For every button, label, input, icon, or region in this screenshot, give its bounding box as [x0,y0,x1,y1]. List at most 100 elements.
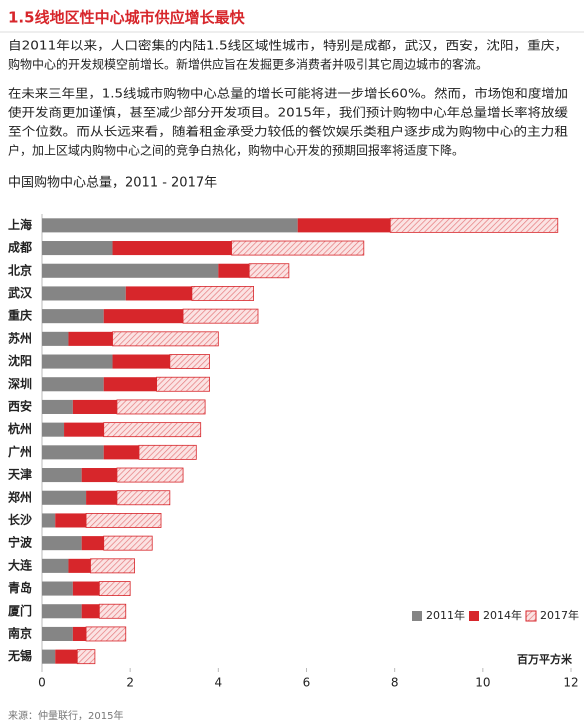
bar-segment [42,490,87,505]
y-tick-label: 深圳 [8,376,32,391]
bar-segment [42,241,113,256]
paragraph-line: 自2011年以来，人口密集的内陆1.5线区域性城市，特别是成都，武汉，西安，沈阳… [8,38,568,53]
bar-segment [248,263,290,279]
paragraph-line: 至个位数。而从长远来看，随着租金承受力较低的餐饮娱乐类租户逐步成为购物中心的主力… [8,124,568,139]
x-tick-label: 10 [475,676,490,690]
y-tick-label: 青岛 [8,580,32,595]
legend-label: 2017年 [540,608,579,622]
bar-segment [103,535,153,551]
bar-segment [42,558,69,573]
bar-segment [72,626,87,641]
bar-segment [103,377,157,392]
bar-segment [231,240,365,256]
bar-segment [112,331,219,347]
bar-segment [103,422,202,438]
bar-segment [42,218,298,233]
x-tick-label: 4 [215,676,223,690]
bar-segment [64,422,104,437]
bar-segment [112,241,232,256]
y-tick-label: 广州 [8,444,32,459]
bar-segment [182,308,259,324]
bar-segment [42,354,113,369]
bar-segment [42,445,104,460]
bar-segment [389,217,559,233]
legend-swatch [469,611,479,621]
bar-segment [169,354,210,369]
bar-segment [68,558,91,573]
paragraph-line: 购物中心的开发规模空前增长。新增供应旨在发掘更多消费者并吸引其它周边城市的客流。 [8,57,488,72]
bar-segment [42,286,126,301]
bar-segment [218,263,250,278]
x-tick-label: 6 [303,676,311,690]
bar-segment [72,399,117,414]
bar-segment [42,468,82,483]
legend-label: 2014年 [483,608,522,622]
bar-segment [125,286,192,301]
source: 来源：仲量联行，2015年 [8,709,123,722]
y-tick-label: 郑州 [8,489,32,504]
bar-segment [138,444,197,460]
bar-segment [42,536,82,551]
unit-label: 百万平方米 [517,652,573,666]
bar-segment [103,309,184,324]
y-tick-label: 武汉 [8,285,33,300]
paragraph-line: 户，加上区域内购物中心之间的竞争白热化，购物中心开发的预期回报率将适度下降。 [8,143,464,158]
y-tick-label: 天津 [8,467,32,482]
y-tick-label: 成都 [8,240,32,255]
y-tick-label: 无锡 [7,648,32,663]
bar-segment [55,513,87,528]
bar-segment [72,581,100,596]
y-tick-label: 北京 [8,262,32,277]
bar-segment [90,558,135,574]
legend-swatch [525,610,537,622]
bar-segment [156,376,210,392]
y-tick-label: 长沙 [8,512,32,527]
paragraph-line: 使开发商更加谨慎，甚至减少部分开发项目。2015年，我们预计购物中心年总量增长率… [8,105,568,120]
bar-segment [42,309,104,324]
y-tick-label: 厦门 [8,603,32,618]
x-tick-label: 2 [126,676,134,690]
legend-swatch [412,611,422,621]
y-tick-label: 苏州 [8,330,32,345]
y-tick-label: 南京 [8,625,32,640]
chart-title: 中国购物中心总量，2011 - 2017年 [8,175,217,191]
y-tick-label: 大连 [8,557,33,572]
bar-segment [42,513,56,528]
bar-segment [116,467,184,483]
bar-segment [81,604,100,619]
y-tick-label: 沈阳 [8,353,32,368]
paragraph-line: 在未来三年里，1.5线城市购物中心总量的增长可能将进一步增长60%。然而，市场饱… [8,86,568,101]
y-tick-label: 上海 [8,217,32,232]
bar-segment [112,354,170,369]
bar-segment [42,399,73,414]
x-tick-label: 0 [38,676,46,690]
bar-segment [98,603,127,619]
bar-segment [116,490,171,506]
y-tick-label: 西安 [8,398,32,413]
bar-segment [55,649,78,664]
x-tick-label: 8 [391,676,399,690]
y-tick-label: 杭州 [8,421,32,436]
heading: 1.5线地区性中心城市供应增长最快 [8,9,246,27]
bar-segment [76,649,96,665]
bar-segment [81,536,104,551]
bar-segment [297,218,391,233]
bar-segment [191,286,254,301]
bar-segment [42,377,104,392]
bar-segment [42,649,56,664]
bar-segment [42,604,82,619]
bar-segment [42,263,219,278]
bar-segment [85,626,127,642]
bar-segment [98,581,131,596]
bar-segment [86,490,117,505]
bar-segment [68,331,113,346]
bar-segment [42,422,65,437]
bar-segment [42,331,69,346]
legend-label: 2011年 [426,608,465,622]
bar-segment [81,468,117,483]
x-tick-label: 12 [563,676,578,690]
y-tick-label: 重庆 [8,308,32,323]
y-tick-label: 宁波 [8,535,33,550]
